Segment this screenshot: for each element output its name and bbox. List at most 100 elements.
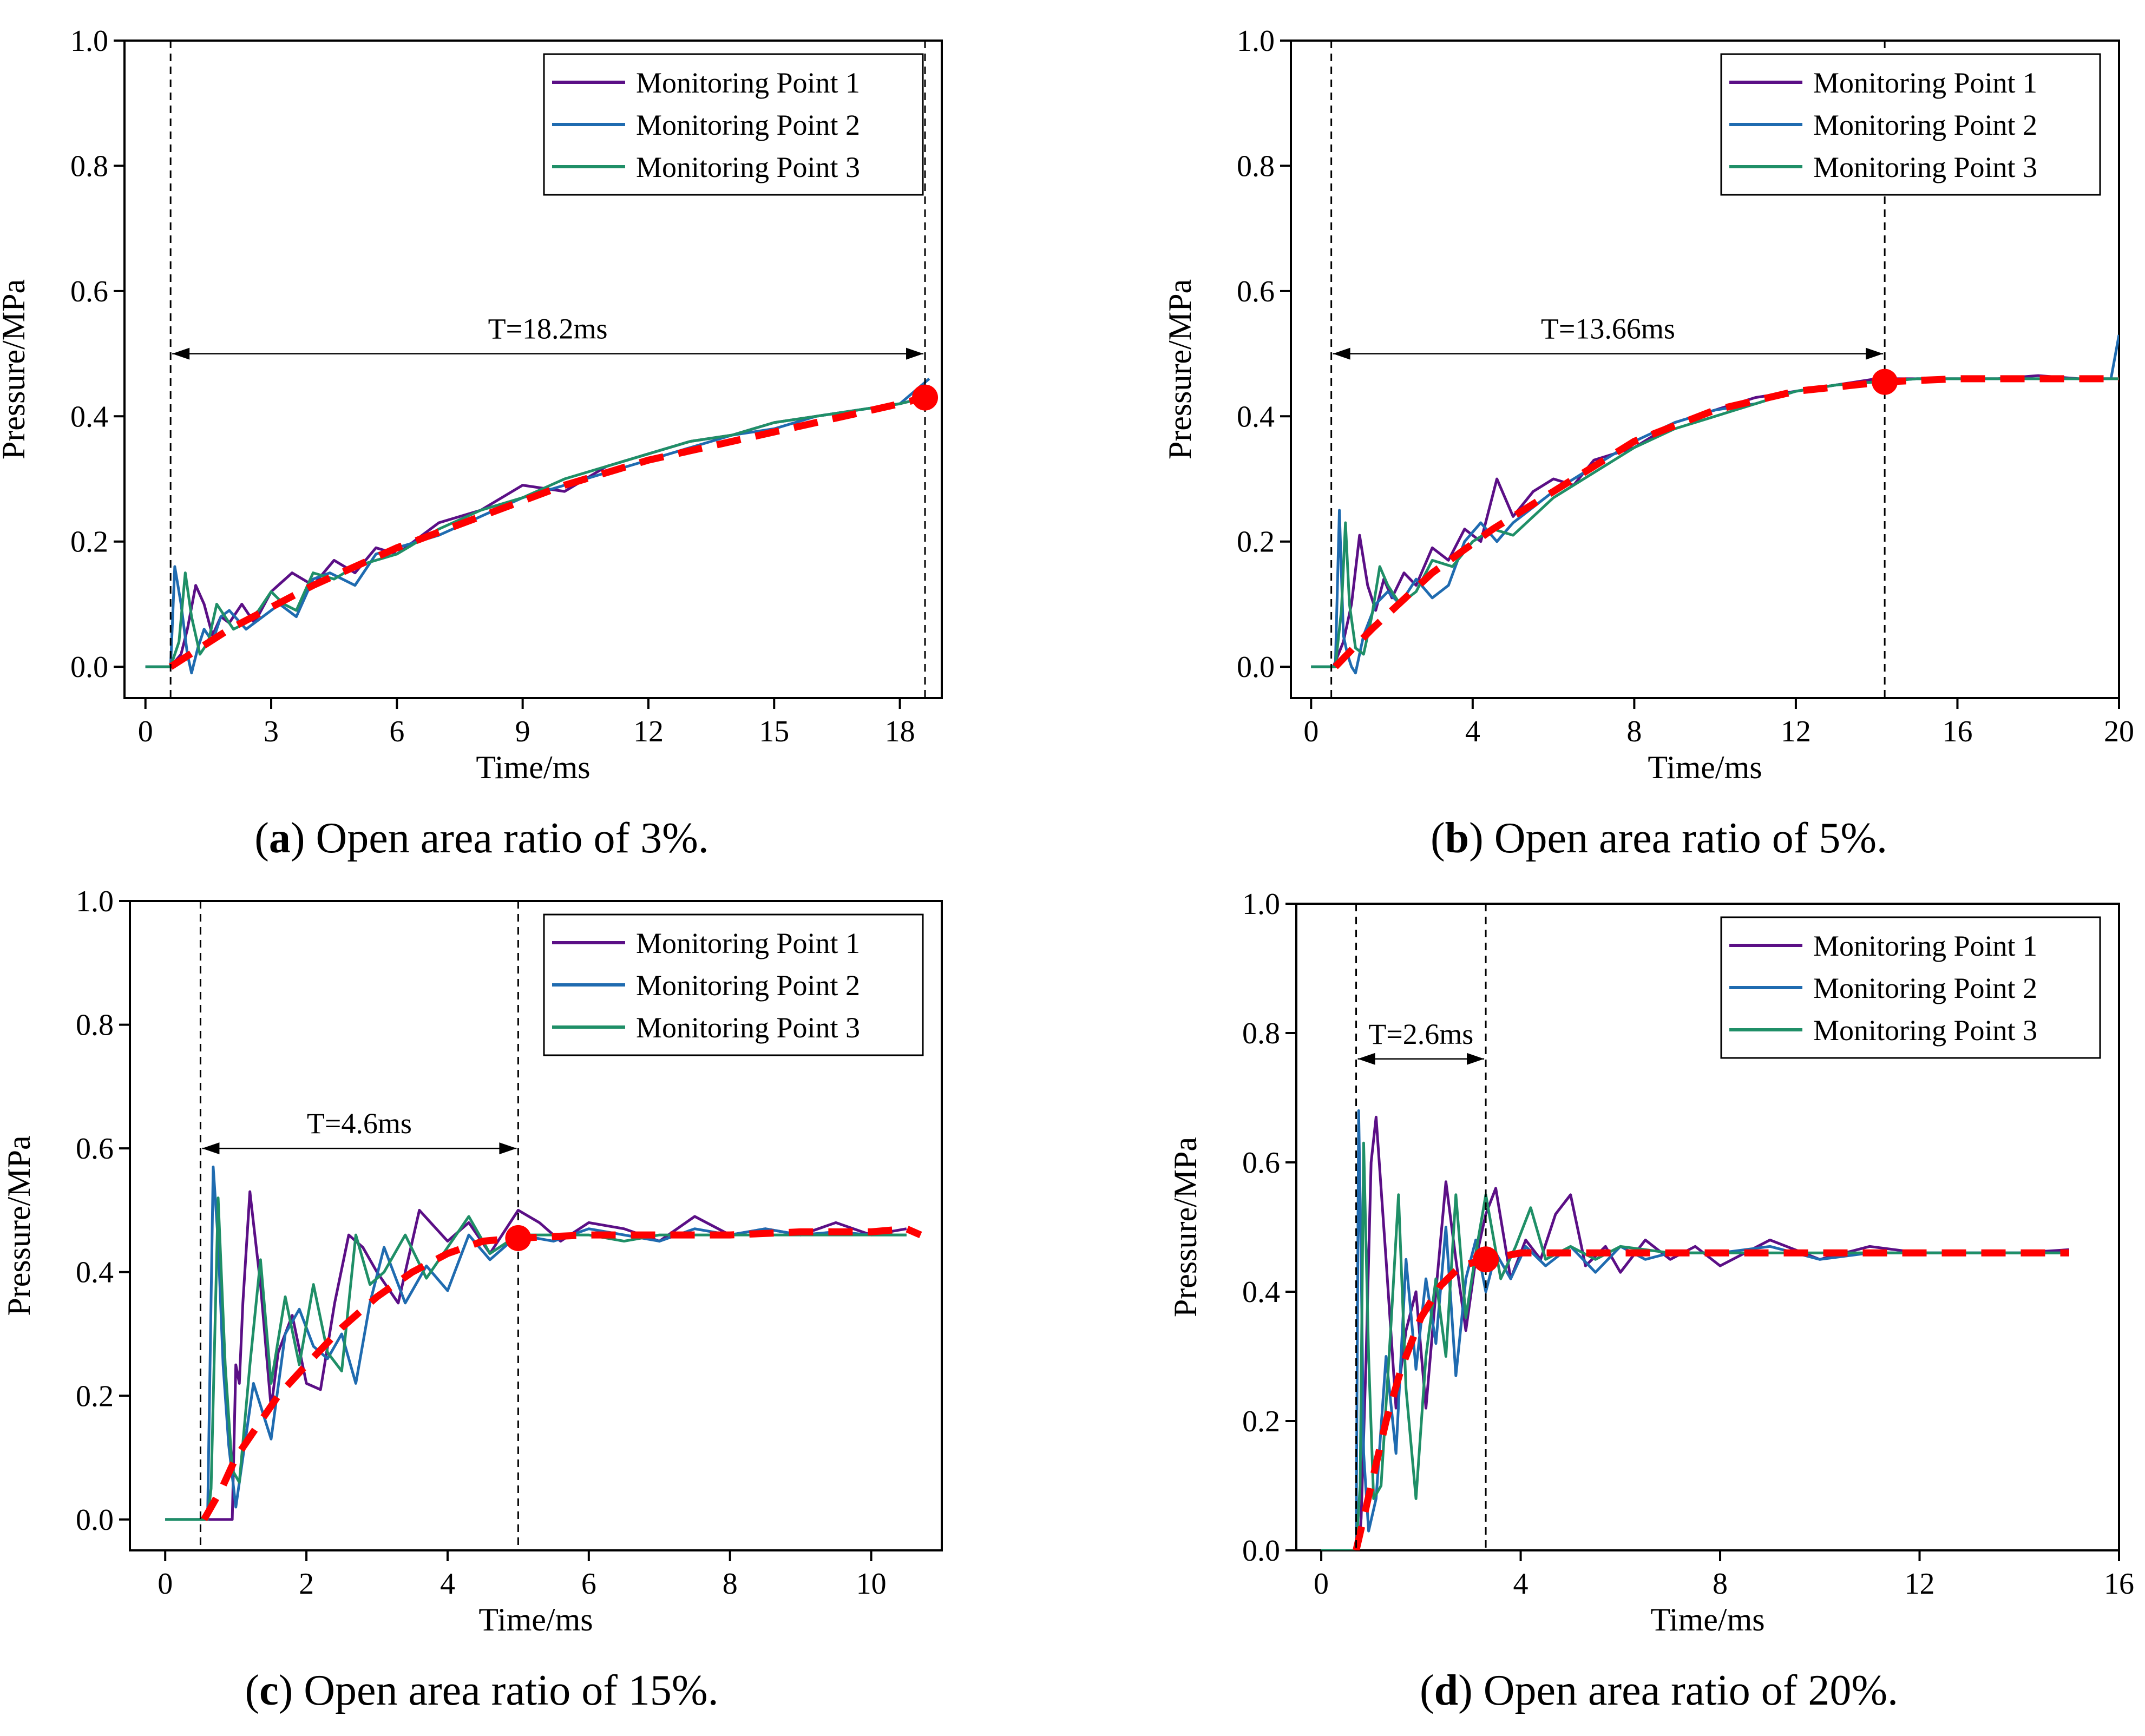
y-tick-label: 0.4 <box>1237 400 1275 433</box>
y-tick-label: 1.0 <box>70 24 108 58</box>
span-label: T=2.6ms <box>1368 1018 1473 1050</box>
x-tick-label: 6 <box>389 715 404 748</box>
span-arrow-head-right <box>1467 1053 1485 1065</box>
span-arrow-head-right <box>499 1142 517 1155</box>
series-line-monitoring-point-2 <box>165 1165 907 1521</box>
y-tick-label: 1.0 <box>76 885 114 918</box>
y-tick-label: 0.0 <box>70 650 108 684</box>
y-tick-label: 0.4 <box>1242 1275 1280 1309</box>
figure-caption-c: (c) Open area ratio of 15%. <box>245 1667 718 1714</box>
legend-label-monitoring-point-2: Monitoring Point 2 <box>1813 972 2037 1004</box>
span-arrow-head-left <box>1333 347 1350 360</box>
legend-label-monitoring-point-3: Monitoring Point 3 <box>1813 1014 2037 1047</box>
y-tick-label: 0.2 <box>70 525 108 559</box>
caption-close-paren: ) <box>279 1667 293 1714</box>
series-line-monitoring-point-2 <box>1321 1109 2069 1550</box>
y-axis-title: Pressure/MPa <box>0 279 31 459</box>
span-arrow-head-right <box>1866 347 1884 360</box>
chart-panel-d: 0 4 8 12 16 0.0 0.2 0.4 0.6 0.8 1.0 Time/ms Pressure… <box>1167 887 2134 1638</box>
x-tick-label: 12 <box>633 715 664 748</box>
x-tick-label: 2 <box>299 1567 314 1601</box>
caption-letter: d <box>1434 1667 1459 1714</box>
series-line-monitoring-point-3 <box>145 396 926 668</box>
x-tick-label: 0 <box>1303 715 1319 748</box>
figure-caption-d: (d) Open area ratio of 20%. <box>1420 1667 1898 1714</box>
series-line-monitoring-point-1 <box>165 1190 907 1521</box>
y-tick-label: 0.8 <box>1242 1017 1280 1050</box>
chart-panel-c: 0 2 4 6 8 10 0.0 0.2 0.4 0.6 0.8 1.0 Time/ms Pressure… <box>1 885 943 1638</box>
x-tick-label: 16 <box>1942 715 1972 748</box>
legend-box <box>543 913 924 1056</box>
plot-frame <box>129 900 943 1551</box>
span-arrow-head-left <box>172 347 190 360</box>
y-tick-label: 1.0 <box>1237 24 1275 58</box>
y-tick-label: 0.2 <box>1242 1405 1280 1438</box>
series-line-monitoring-point-1 <box>1311 374 2119 668</box>
y-tick-label: 0.6 <box>1242 1146 1280 1180</box>
x-tick-label: 8 <box>1626 715 1642 748</box>
y-tick-label: 0.6 <box>76 1132 114 1166</box>
y-tick-label: 0.8 <box>1237 149 1275 183</box>
x-tick-label: 20 <box>2104 715 2134 748</box>
caption-open-paren: ( <box>1431 814 1445 862</box>
end-point-marker <box>912 384 939 411</box>
end-point-marker <box>1473 1246 1499 1273</box>
chart-panel-a: 0 3 6 9 12 15 18 0.0 0.2 0.4 0.6 0.8 1.0 Time/ms Press… <box>0 24 943 785</box>
caption-text: Open area ratio of 15%. <box>293 1667 718 1714</box>
y-tick-label: 0.2 <box>1237 525 1275 559</box>
x-tick-label: 3 <box>264 715 279 748</box>
series-line-monitoring-point-2 <box>1311 334 2119 675</box>
span-label: T=4.6ms <box>307 1107 412 1140</box>
y-tick-label: 0.8 <box>76 1009 114 1042</box>
caption-close-paren: ) <box>1458 1667 1473 1714</box>
legend: Monitoring Point 1 Monitoring Point 2 Moni… <box>1720 916 2101 1059</box>
span-label: T=18.2ms <box>488 313 608 345</box>
span-arrow-head-left <box>202 1142 220 1155</box>
legend-label-monitoring-point-2: Monitoring Point 2 <box>1813 109 2037 141</box>
series-group <box>1311 334 2119 675</box>
legend: Monitoring Point 1 Monitoring Point 2 Moni… <box>543 53 924 196</box>
y-axis-title: Pressure/MPa <box>1167 1137 1203 1317</box>
chart-panel-b: 0 4 8 12 16 20 0.0 0.2 0.4 0.6 0.8 1.0 Time/ms Pressu… <box>1162 24 2134 785</box>
series-line-monitoring-point-2 <box>145 377 930 675</box>
series-group <box>1321 1109 2070 1550</box>
caption-text: Open area ratio of 20%. <box>1473 1667 1898 1714</box>
x-tick-label: 12 <box>1905 1567 1935 1601</box>
caption-letter: b <box>1445 814 1470 862</box>
figure-caption-a: (a) Open area ratio of 3%. <box>254 814 709 862</box>
caption-open-paren: ( <box>245 1667 259 1714</box>
legend-label-monitoring-point-3: Monitoring Point 3 <box>636 151 860 183</box>
x-tick-label: 4 <box>440 1567 455 1601</box>
y-tick-label: 0.6 <box>70 275 108 308</box>
plot-frame <box>1295 903 2120 1551</box>
legend: Monitoring Point 1 Monitoring Point 2 Moni… <box>543 913 924 1056</box>
legend-label-monitoring-point-1: Monitoring Point 1 <box>636 67 860 99</box>
x-tick-label: 18 <box>885 715 915 748</box>
x-tick-label: 4 <box>1513 1567 1529 1601</box>
caption-letter: c <box>259 1667 279 1714</box>
plot-frame <box>123 40 943 699</box>
caption-open-paren: ( <box>254 814 269 862</box>
legend-label-monitoring-point-1: Monitoring Point 1 <box>636 927 860 959</box>
fit-curve <box>1353 1249 2069 1550</box>
y-tick-label: 0.4 <box>70 400 108 433</box>
legend: Monitoring Point 1 Monitoring Point 2 Moni… <box>1720 53 2101 196</box>
x-tick-label: 15 <box>759 715 789 748</box>
caption-text: Open area ratio of 5%. <box>1484 814 1887 862</box>
x-axis-title: Time/ms <box>1650 1602 1764 1638</box>
series-line-monitoring-point-3 <box>1321 1141 2069 1550</box>
span-arrow-head-left <box>1357 1053 1375 1065</box>
legend-label-monitoring-point-3: Monitoring Point 3 <box>1813 151 2037 183</box>
x-axis-title: Time/ms <box>1648 749 1762 785</box>
series-group <box>145 377 930 675</box>
span-label: T=13.66ms <box>1541 313 1675 345</box>
y-tick-label: 0.2 <box>76 1379 114 1413</box>
legend-label-monitoring-point-2: Monitoring Point 2 <box>636 969 860 1002</box>
x-tick-label: 12 <box>1781 715 1811 748</box>
series-line-monitoring-point-1 <box>145 396 926 668</box>
y-tick-label: 0.0 <box>1237 650 1275 684</box>
caption-text: Open area ratio of 3%. <box>305 814 709 862</box>
y-tick-label: 0.4 <box>76 1256 114 1290</box>
caption-open-paren: ( <box>1420 1667 1434 1714</box>
span-arrow-head-right <box>906 347 924 360</box>
